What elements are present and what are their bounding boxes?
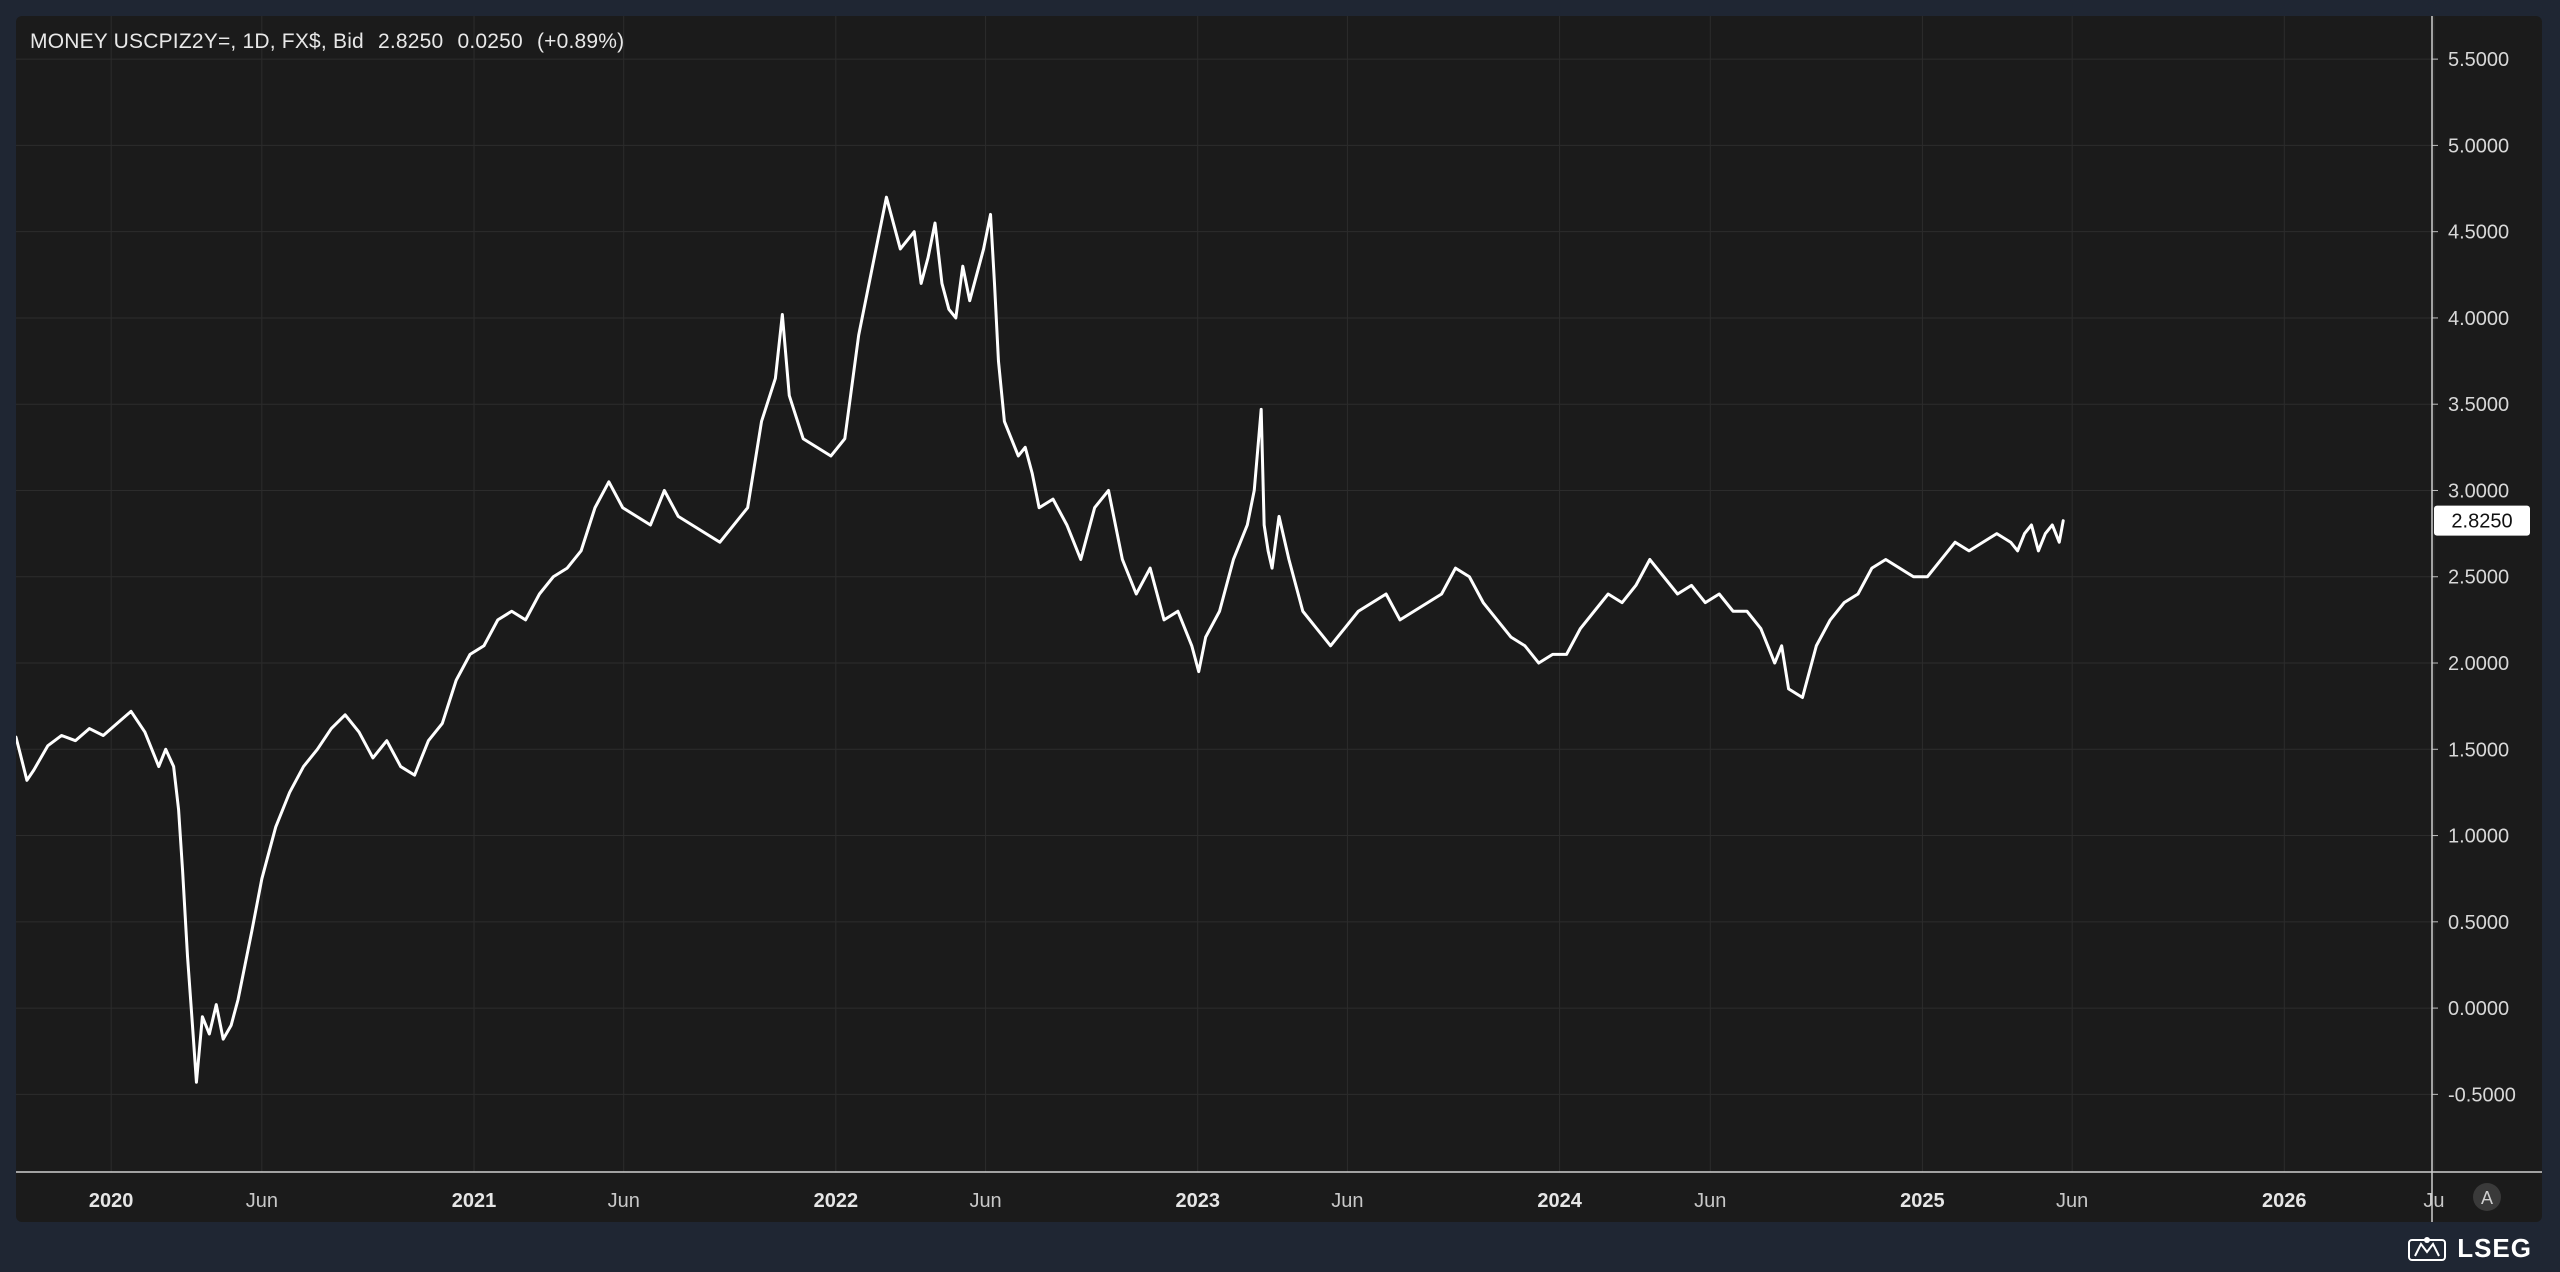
y-tick-label: 4.5000 <box>2448 222 2509 244</box>
brand-footer: LSEG <box>2407 1233 2532 1264</box>
auto-scale-label: A <box>2481 1188 2493 1208</box>
symbol-legend: MONEY USCPIZ2Y=, 1D, FX$, Bid 2.8250 0.0… <box>30 30 632 54</box>
x-tick-label: 2020 <box>89 1190 134 1212</box>
y-axis[interactable]: 5.5000 5.0000 4.5000 4.0000 3.5000 3.0000 2.50… <box>2431 16 2516 1222</box>
last-price-tag-label: 2.8250 <box>2451 511 2512 533</box>
y-tick-label: 3.0000 <box>2448 480 2509 502</box>
chart-panel[interactable]: 2020 Jun 2021 Jun 2022 Jun 2023 Jun 2024 Jun 2025 J… <box>16 16 2542 1222</box>
y-tick-label: 4.0000 <box>2448 308 2509 330</box>
x-tick-label: 2023 <box>1175 1190 1220 1212</box>
y-tick-label: 3.5000 <box>2448 394 2509 416</box>
x-tick-label: 2022 <box>814 1190 859 1212</box>
y-tick-label: -0.5000 <box>2448 1084 2516 1106</box>
x-tick-label: Jun <box>1694 1190 1726 1212</box>
price-tag-layer: 2.8250 <box>2434 505 2530 536</box>
auto-scale-button[interactable]: A <box>2473 1183 2501 1211</box>
auto-scale-circle <box>2473 1183 2501 1211</box>
lseg-crest-icon <box>2408 1236 2447 1261</box>
series-layer <box>16 195 2065 1084</box>
y-tick-label: 2.5000 <box>2448 567 2509 589</box>
price-change-pct: (+0.89%) <box>536 30 625 53</box>
x-tick-label: Jun <box>608 1190 640 1212</box>
x-axis: 2020 Jun 2021 Jun 2022 Jun 2023 Jun 2024 Jun 2025 J… <box>16 1171 2542 1212</box>
y-tick-label: 1.0000 <box>2448 826 2509 848</box>
x-tick-label: Jun <box>246 1190 278 1212</box>
x-tick-label: 2025 <box>1900 1190 1945 1212</box>
y-tick-label: 5.0000 <box>2448 135 2509 157</box>
last-price-tag <box>2434 505 2530 536</box>
y-tick-label: 2.0000 <box>2448 653 2509 675</box>
brand-name: LSEG <box>2457 1233 2532 1263</box>
y-tick-label: 0.5000 <box>2448 912 2509 934</box>
symbol-text: MONEY USCPIZ2Y=, 1D, FX$, Bid <box>30 30 364 53</box>
x-tick-label: 2021 <box>452 1190 497 1212</box>
chart-canvas[interactable]: 2020 Jun 2021 Jun 2022 Jun 2023 Jun 2024 Jun 2025 J… <box>16 16 2542 1222</box>
y-tick-label: 5.5000 <box>2448 49 2509 71</box>
y-tick-label: 1.5000 <box>2448 739 2509 761</box>
x-tick-label: Ju <box>2423 1190 2444 1212</box>
y-tick-label: 0.0000 <box>2448 998 2509 1020</box>
x-tick-label: Jun <box>2056 1190 2088 1212</box>
x-tick-label: 2026 <box>2262 1190 2307 1212</box>
price-change: 0.0250 <box>457 30 523 53</box>
x-tick-label: Jun <box>969 1190 1001 1212</box>
x-tick-label: Jun <box>1331 1190 1363 1212</box>
last-price: 2.8250 <box>377 30 444 53</box>
x-tick-label: 2024 <box>1537 1190 1582 1212</box>
series-line-0 <box>16 195 2065 1084</box>
grid-lines <box>16 16 2435 1172</box>
